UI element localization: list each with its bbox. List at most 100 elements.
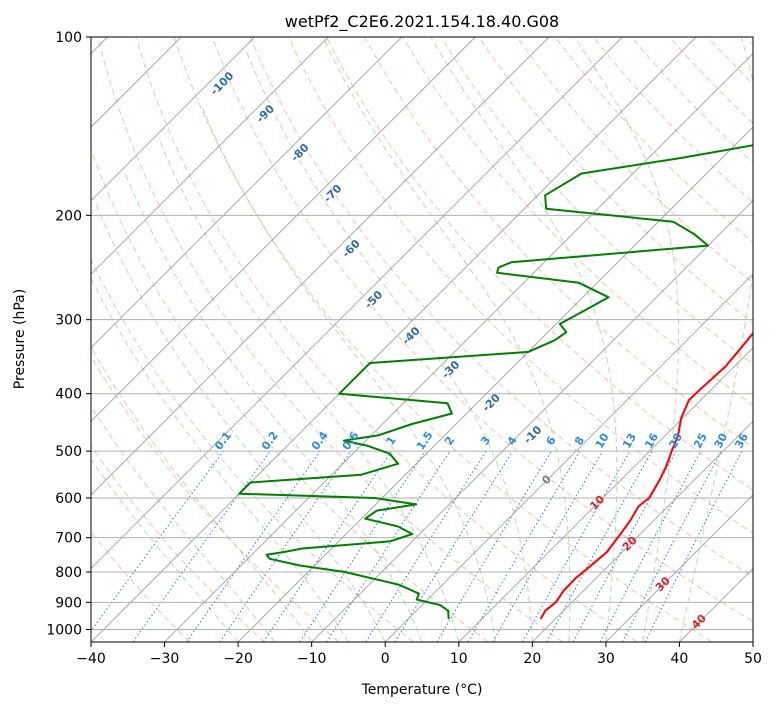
mixing-ratio-label: 25 <box>691 431 710 451</box>
x-axis-ticks: −40 −30 −20 −10 0 10 20 30 40 50 <box>76 642 762 667</box>
skew-isotherm <box>91 37 256 202</box>
isotherm-label: -50 <box>362 288 385 311</box>
mixing-ratio-line <box>91 450 224 632</box>
moist-adiabat <box>678 37 753 642</box>
background-lines <box>91 37 753 642</box>
mixing-ratio-line <box>365 450 487 642</box>
y-tick-label: 800 <box>55 565 82 581</box>
skew-isotherm <box>91 37 550 496</box>
dry-adiabat <box>91 148 489 642</box>
moist-adiabat <box>430 37 618 642</box>
skew-isotherm <box>91 37 403 349</box>
isotherm-label: -90 <box>254 102 277 125</box>
warm-isotherm-label: 20 <box>620 534 640 554</box>
skew-isotherm <box>91 37 329 275</box>
mixing-ratio-line <box>326 450 451 642</box>
mixing-ratio-label: 6 <box>544 434 559 448</box>
mixing-ratio-line <box>572 450 677 642</box>
mixing-ratio-line <box>644 450 743 642</box>
moist-adiabat <box>91 458 239 642</box>
mixing-ratio-line <box>132 450 271 642</box>
mixing-ratio-line <box>467 450 581 642</box>
x-tick-label: 30 <box>597 651 615 667</box>
dry-adiabat <box>707 37 753 85</box>
moist-adiabat <box>245 49 533 642</box>
temperature-profile <box>539 331 753 620</box>
moist-adiabat <box>91 346 313 642</box>
mixing-ratio-label: 0.1 <box>212 429 234 452</box>
dry-adiabat <box>249 37 753 578</box>
x-tick-label: 50 <box>744 651 762 667</box>
x-tick-label: −20 <box>223 651 253 667</box>
skew-isotherm <box>91 37 697 642</box>
skew-isotherm <box>679 567 753 642</box>
moist-adiabat <box>124 173 423 642</box>
dewpoint-profile <box>238 144 753 619</box>
skew-isotherm <box>605 494 753 642</box>
mixing-ratio-label: 2 <box>442 434 457 448</box>
dry-adiabat <box>326 37 753 491</box>
y-tick-label: 200 <box>55 208 82 224</box>
mixing-ratio-line <box>299 450 426 642</box>
mixing-ratio-label: 3 <box>478 434 493 447</box>
mixing-ratio-label: 0.6 <box>340 429 362 453</box>
x-tick-label: −10 <box>297 651 327 667</box>
moist-adiabat <box>94 201 386 642</box>
mixing-ratio-line <box>522 450 631 642</box>
mixing-ratio-line <box>436 450 552 642</box>
mixing-ratio-label: 10 <box>593 431 612 451</box>
chart-title: wetPf2_C2E6.2021.154.18.40.G08 <box>285 12 559 32</box>
moist-adiabat <box>574 37 679 642</box>
plot-frame <box>90 36 754 643</box>
mixing-ratio-label: 0.4 <box>309 429 331 453</box>
dry-adiabat <box>554 37 753 244</box>
isotherm-label: -70 <box>321 182 344 205</box>
isotherm-label: -20 <box>480 391 503 414</box>
skew-isotherm <box>311 199 753 642</box>
y-tick-label: 500 <box>55 444 82 460</box>
y-tick-label: 100 <box>55 30 82 46</box>
x-axis-label: Temperature (°C) <box>361 682 483 698</box>
y-axis-label: Pressure (hPa) <box>12 289 28 389</box>
mixing-ratio-label: 20 <box>666 431 685 451</box>
skew-isotherm <box>752 641 753 642</box>
isotherm-label: -40 <box>399 324 422 347</box>
series-group <box>238 144 753 620</box>
y-tick-label: 600 <box>55 491 82 507</box>
mixing-ratio-label: 8 <box>572 434 587 447</box>
skew-isotherm <box>237 126 753 642</box>
dry-adiabat <box>135 37 638 642</box>
isotherm-label: -30 <box>439 358 462 381</box>
isotherm-label: -80 <box>288 141 311 164</box>
mixing-ratio-line <box>219 450 352 642</box>
x-tick-label: −30 <box>150 651 180 667</box>
x-tick-label: 0 <box>381 651 390 667</box>
mixing-ratio-label: 16 <box>642 431 661 451</box>
y-axis-ticks: 100 200 300 400 500 600 700 800 900 1000 <box>46 30 91 638</box>
skew-isotherm <box>91 37 623 570</box>
y-tick-label: 300 <box>55 313 82 329</box>
dry-adiabat <box>173 37 713 642</box>
x-tick-label: 10 <box>450 651 468 667</box>
mixing-ratio-line <box>394 450 514 642</box>
dry-adiabat <box>211 37 753 623</box>
isotherm-label: -10 <box>521 423 544 446</box>
isotherm-label: -60 <box>340 237 363 260</box>
mixing-ratio-line <box>186 450 321 642</box>
mixing-ratio-line <box>546 450 653 642</box>
x-tick-label: 20 <box>523 651 541 667</box>
mixing-ratio-label: 13 <box>620 431 639 451</box>
mixing-ratio-label: 1.5 <box>414 429 436 452</box>
dry-adiabat <box>91 531 191 642</box>
dry-adiabat <box>287 37 753 534</box>
moist-adiabat <box>200 104 497 642</box>
skew-isotherm <box>91 37 476 423</box>
dry-adiabat <box>97 37 563 642</box>
skew-isotherm <box>384 273 753 642</box>
y-tick-label: 400 <box>55 387 82 403</box>
dry-adiabat <box>91 258 414 642</box>
skew-isotherm <box>458 347 753 642</box>
moist-adiabat <box>322 37 571 642</box>
dry-adiabat <box>745 37 753 46</box>
